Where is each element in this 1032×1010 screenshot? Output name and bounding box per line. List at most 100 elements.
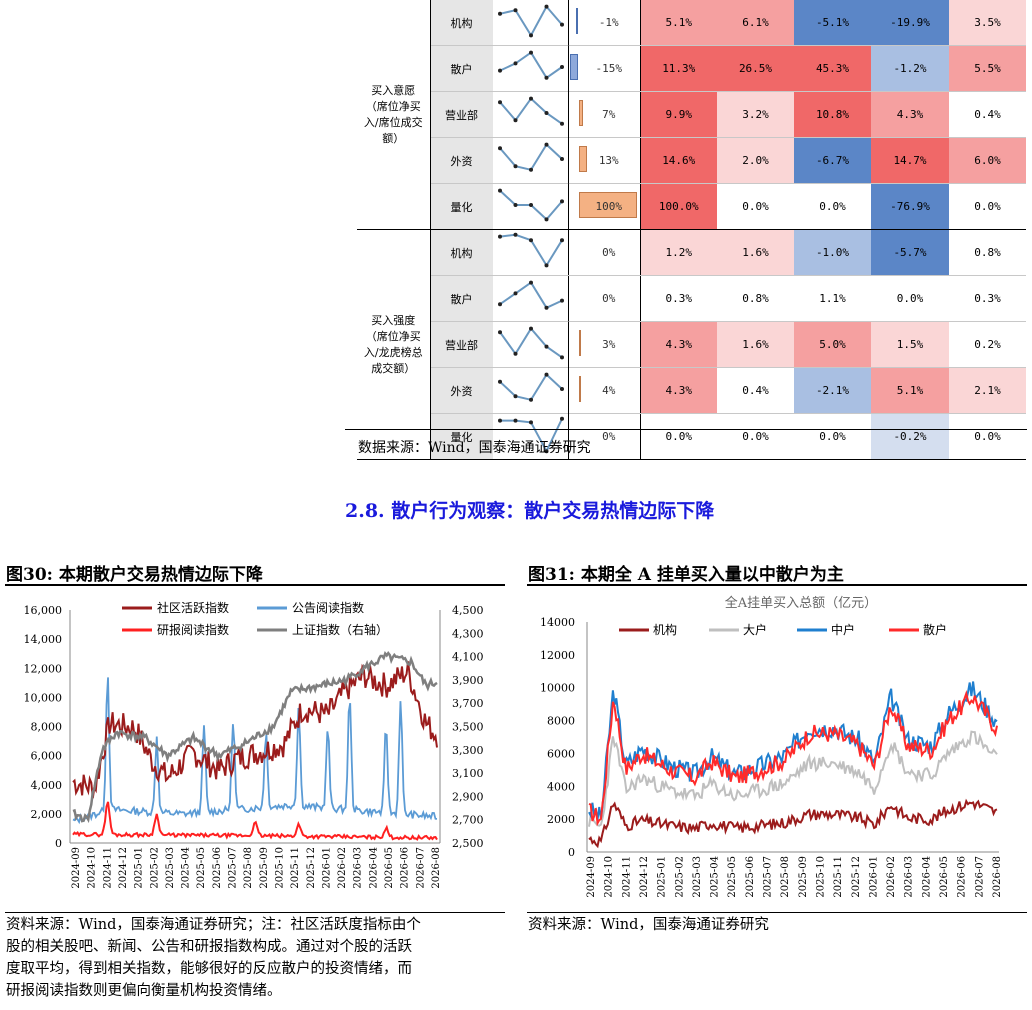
sparkline-point [528, 238, 533, 243]
source-rule-top [345, 429, 1027, 430]
y-tick: 12000 [540, 649, 575, 662]
y-right-tick: 3,100 [452, 767, 484, 780]
fig30-source-rule [5, 912, 505, 913]
legend-label: 中户 [831, 622, 855, 637]
heat-cell: 14.6% [640, 137, 717, 184]
table-row: 量化 100% 100.0% 0.0% 0.0% -76.9% 0.0% [357, 183, 1026, 230]
sparkline [493, 229, 569, 276]
sparkline-point [513, 232, 517, 237]
heat-cell: 1.6% [717, 229, 794, 276]
sparkline [493, 367, 569, 414]
heat-cell: 1.2% [640, 229, 717, 276]
heat-cell: -0.2% [871, 413, 949, 460]
x-tick: 2025-12 [306, 847, 317, 889]
sparkline-line [498, 97, 563, 125]
x-tick: 2024-12 [118, 847, 129, 889]
heat-cell: 4.3% [640, 321, 717, 368]
x-tick: 2025-06 [745, 856, 756, 898]
fig31-title: 图31: 本期全 A 挂单买入量以中散户为主 [528, 565, 844, 585]
x-tick: 2024-10 [87, 847, 98, 889]
sparkline-point [528, 420, 533, 425]
heat-cell: 10.8% [794, 91, 871, 138]
row-label: 机构 [430, 0, 494, 46]
sparkline-point [544, 372, 548, 377]
bar-cell: 0% [578, 229, 641, 276]
bar-positive [579, 100, 584, 126]
bar-gap [568, 275, 578, 322]
sparkline-line [498, 326, 563, 359]
series-community-line [72, 661, 438, 799]
sparkline-line [499, 51, 563, 80]
x-tick: 2024-11 [621, 856, 632, 898]
group-label-line: 成交额） [371, 361, 416, 375]
x-tick: 2026-03 [353, 847, 364, 889]
legend-label: 研报阅读指数 [157, 622, 229, 637]
x-tick: 2024-12 [639, 856, 650, 898]
bar-cell: 7% [578, 91, 641, 138]
bar-pct-label: 0% [602, 430, 616, 443]
fig30-title: 图30: 本期散户交易热情边际下降 [6, 565, 263, 585]
y-tick: 8000 [547, 715, 575, 728]
heat-cell: 5.0% [794, 321, 871, 368]
x-tick: 2025-04 [710, 856, 721, 898]
sparkline-point [559, 157, 564, 161]
table-row: 量化 0% 0.0% 0.0% 0.0% -0.2% 0.0% [357, 413, 1026, 460]
row-label: 外资 [430, 137, 494, 184]
sparkline-point [528, 397, 533, 402]
sparkline-point [497, 100, 502, 105]
table-row: 买入强度 （席位净买 入/龙虎榜总 成交额） 机构 0% 1.2% 1.6% -1.0% -5.7… [357, 229, 1026, 460]
sparkline-point [528, 50, 533, 55]
y-left-tick: 16,000 [24, 604, 63, 617]
sparkline-point [559, 65, 564, 69]
x-tick: 2025-03 [165, 847, 176, 889]
sparkline-point [559, 416, 564, 421]
sparkline-point [497, 330, 502, 335]
sparkline-point [544, 263, 548, 268]
x-tick: 2025-10 [274, 847, 285, 889]
heat-cell: 4.3% [640, 367, 717, 414]
heat-cell: 100.0% [640, 183, 717, 230]
heat-cell: -6.7% [794, 137, 871, 184]
bar-cell: -1% [578, 0, 641, 46]
sparkline [493, 275, 569, 322]
x-tick: 2026-06 [957, 856, 968, 898]
group-label-line: 买入强度 [371, 313, 416, 327]
bar-pct-label: 7% [602, 108, 616, 121]
legend-label: 社区活跃指数 [157, 600, 229, 615]
table-row: 营业部 3% 4.3% 1.6% 5.0% 1.5% 0.2% [357, 321, 1026, 368]
sparkline-point [559, 387, 564, 391]
heat-cell: -5.1% [794, 0, 871, 46]
fig30-chart: 16,000 14,000 12,000 10,000 8,000 6,000 4,000 2… [24, 600, 484, 889]
x-tick: 2025-09 [259, 847, 270, 889]
heat-table: 买入意愿 （席位净买 入/席位成交 额） 机构 -1% 5.1% 6.1% -5.1% -19.9… [357, 0, 1026, 460]
bar-cell: 0% [578, 275, 641, 322]
x-tick: 2025-05 [196, 847, 207, 889]
row-label: 散户 [430, 275, 494, 322]
bar-positive [579, 192, 637, 218]
bar-cell: 3% [578, 321, 641, 368]
legend-label: 散户 [923, 622, 947, 637]
y-left-tick: 0 [55, 837, 62, 850]
y-left-tick: 10,000 [24, 691, 63, 704]
bar-pct-label: -1% [598, 16, 619, 29]
heat-cell: 4.3% [871, 91, 949, 138]
x-tick: 2026-02 [886, 856, 897, 898]
y-left-tick: 2,000 [31, 808, 63, 821]
series-institution-line [588, 798, 998, 849]
sparkline [493, 321, 569, 368]
heat-cell: 3.2% [717, 91, 794, 138]
sparkline-point [513, 418, 517, 423]
sparkline-point [559, 355, 564, 360]
sparkline [493, 91, 569, 138]
sparkline-point [513, 351, 517, 356]
series-announcement-line [72, 677, 438, 825]
heat-cell: 2.1% [949, 367, 1026, 414]
sparkline-point [513, 203, 517, 207]
bar-pct-label: 0% [602, 246, 616, 259]
y-left-tick: 12,000 [24, 662, 63, 675]
bar-negative [576, 8, 578, 34]
sparkline-point [497, 68, 502, 73]
x-tick: 2026-08 [431, 847, 442, 889]
bar-cell: 100% [578, 183, 641, 230]
y-right-tick: 4,100 [452, 651, 484, 664]
